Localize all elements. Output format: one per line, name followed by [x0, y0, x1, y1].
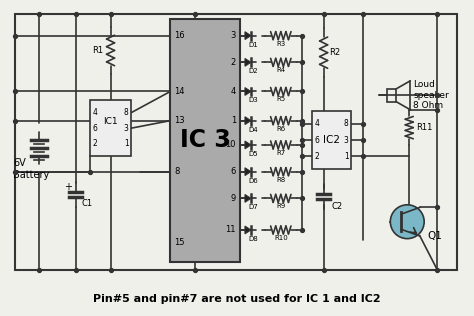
Polygon shape	[245, 226, 251, 234]
Text: R4: R4	[276, 67, 285, 73]
Text: Q1: Q1	[427, 231, 442, 241]
Text: 9: 9	[231, 194, 236, 203]
Text: D3: D3	[248, 97, 258, 103]
Text: 16: 16	[174, 31, 185, 40]
Text: R10: R10	[274, 235, 288, 241]
Text: 8: 8	[174, 167, 180, 176]
Text: 15: 15	[174, 238, 185, 246]
Polygon shape	[245, 117, 251, 125]
Bar	[312, 111, 352, 169]
Polygon shape	[245, 32, 251, 40]
Text: D4: D4	[248, 127, 258, 133]
Polygon shape	[245, 195, 251, 202]
Text: 1: 1	[344, 152, 348, 161]
Text: IC1: IC1	[103, 117, 118, 126]
Text: R7: R7	[276, 150, 285, 156]
Text: D5: D5	[248, 151, 258, 157]
Text: R8: R8	[276, 177, 285, 183]
Text: R5: R5	[276, 96, 285, 102]
Text: C2: C2	[332, 202, 343, 211]
Text: 3: 3	[231, 31, 236, 40]
Text: 6: 6	[315, 136, 319, 145]
Text: +: +	[64, 182, 72, 192]
Text: 13: 13	[174, 116, 185, 125]
Text: 14: 14	[174, 87, 185, 96]
Text: R2: R2	[329, 48, 341, 57]
Text: 1: 1	[231, 116, 236, 125]
Text: C1: C1	[82, 199, 93, 208]
Polygon shape	[245, 58, 251, 66]
Text: D1: D1	[248, 42, 258, 48]
Text: 8: 8	[344, 119, 348, 128]
Text: R11: R11	[416, 123, 433, 132]
Text: 10: 10	[226, 140, 236, 149]
Text: D2: D2	[248, 68, 258, 74]
Polygon shape	[245, 88, 251, 95]
Polygon shape	[245, 141, 251, 149]
Text: 3: 3	[344, 136, 348, 145]
Text: 4: 4	[315, 119, 319, 128]
Bar	[170, 19, 240, 262]
Circle shape	[390, 205, 424, 239]
Text: 4: 4	[92, 108, 98, 117]
Text: 6: 6	[231, 167, 236, 176]
Text: 4: 4	[231, 87, 236, 96]
Text: D7: D7	[248, 204, 258, 210]
Bar	[90, 100, 131, 156]
Text: 2: 2	[231, 58, 236, 67]
Bar	[15, 14, 457, 270]
Text: IC2: IC2	[323, 135, 340, 145]
Text: R6: R6	[276, 126, 285, 132]
Bar	[387, 89, 396, 102]
Text: 3: 3	[124, 124, 128, 133]
Text: 1: 1	[124, 139, 128, 148]
Polygon shape	[245, 168, 251, 176]
Text: 2: 2	[92, 139, 97, 148]
Text: 6: 6	[92, 124, 98, 133]
Text: D6: D6	[248, 178, 258, 184]
Text: 11: 11	[226, 225, 236, 234]
Text: R9: R9	[276, 204, 285, 210]
Text: IC 3: IC 3	[180, 128, 230, 152]
Text: Loud
speaker
8 Ohm: Loud speaker 8 Ohm	[413, 80, 449, 110]
Text: D8: D8	[248, 236, 258, 242]
Text: R3: R3	[276, 40, 285, 46]
Text: R1: R1	[92, 46, 104, 55]
Text: 2: 2	[315, 152, 319, 161]
Text: 8: 8	[124, 108, 128, 117]
Text: 6V
Battery: 6V Battery	[13, 158, 49, 179]
Text: Pin#5 and pin#7 are not used for IC 1 and IC2: Pin#5 and pin#7 are not used for IC 1 an…	[93, 295, 381, 304]
